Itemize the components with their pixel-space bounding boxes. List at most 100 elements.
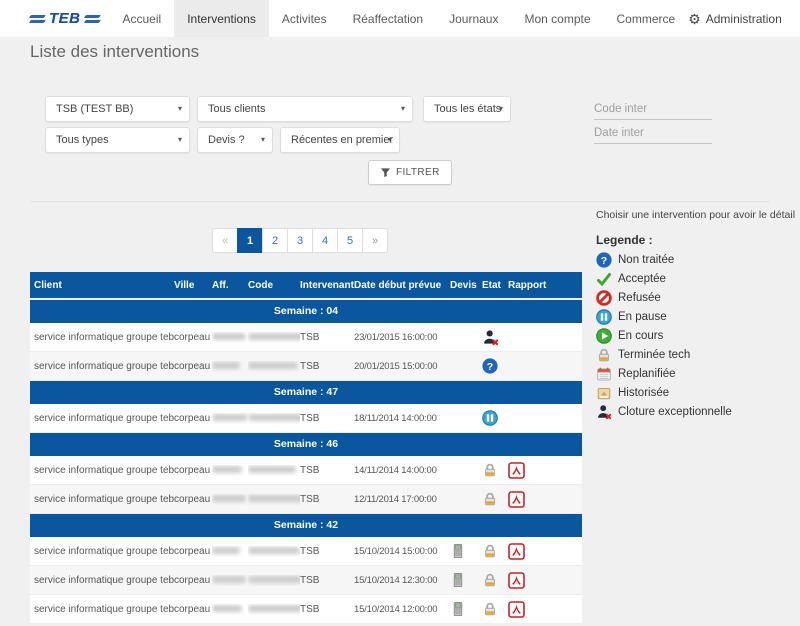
chevron-down-icon: ▾ [387,135,392,144]
col-code: Code [248,279,273,291]
lock-icon [482,543,498,559]
nav-item-administration[interactable]: ⚙ Administration [688,12,782,26]
code-inter-input[interactable] [594,98,712,120]
nav-item-mon-compte[interactable]: Mon compte [524,11,591,26]
table-row[interactable]: service informatique groupe teb corpeau TS… [30,456,582,485]
svg-text:?: ? [487,361,493,373]
redacted-text [212,547,240,555]
redacted-text [212,495,246,503]
pdf-icon [508,542,525,560]
legend-item: ? Non traitée [596,250,800,269]
devis-select[interactable]: Devis ? ▾ [197,127,273,153]
redacted-text [212,333,246,341]
redacted-text [212,605,242,613]
cell-rapport [508,600,582,618]
cell-ville: corpeau [174,331,211,343]
nav-item-activites[interactable]: Activites [281,11,327,26]
cell-aff [212,575,248,586]
cell-aff [212,494,248,505]
states-select[interactable]: Tous les états ▾ [423,96,511,122]
legend-label: En cours [618,329,664,342]
top-navbar: TEB Accueil Interventions Activites Réaf… [0,0,800,37]
agency-select[interactable]: TSB (TEST BB) ▾ [45,96,190,122]
filter-button[interactable]: FILTRER [368,160,452,185]
cell-intervenant: TSB [300,360,320,372]
pagination-page-5[interactable]: 5 [337,228,363,253]
week-header: Semaine : 47 [30,381,582,404]
cell-etat [482,462,508,478]
table-row[interactable]: service informatique groupe teb corpeau TS… [30,566,582,595]
cell-date: 14/11/2014 14:00:00 [354,464,437,476]
pause-icon [596,308,612,325]
cell-date: 12/11/2014 17:00:00 [354,493,437,505]
cell-date: 18/11/2014 14:00:00 [354,412,437,424]
cell-code [248,413,300,424]
chevron-down-icon: ▾ [260,135,265,144]
cell-etat: ? [482,358,508,374]
redacted-text [212,466,242,474]
legend-item: Refusée [596,288,800,307]
legend-label: Terminée tech [618,348,691,361]
sort-select[interactable]: Récentes en premier ▾ [280,127,400,153]
cell-code [248,361,300,372]
main-nav: Accueil Interventions Activites Réaffect… [110,0,689,37]
legend-item: Cloture exceptionnelle [596,402,800,421]
table-row[interactable]: service informatique groupe teb corpeau TS… [30,404,582,433]
legend-item: Acceptée [596,269,800,288]
lock-icon [482,491,498,507]
pagination-page-2[interactable]: 2 [262,228,288,253]
cell-client: service informatique groupe teb [34,545,174,557]
logo[interactable]: TEB [29,0,101,37]
date-inter-input[interactable] [594,122,712,144]
gear-icon: ⚙ [688,10,701,27]
pdf-icon [508,490,525,508]
cell-client: service informatique groupe teb [34,360,174,372]
table-row[interactable]: service informatique groupe teb corpeau TS… [30,352,582,381]
table-row[interactable]: service informatique groupe teb corpeau TS… [30,595,582,624]
table-row[interactable]: service informatique groupe teb corpeau TS… [30,323,582,352]
col-client: Client [34,279,62,291]
week-header: Semaine : 46 [30,433,582,456]
redacted-text [248,576,300,584]
logo-text: TEB [49,10,81,27]
pagination-page-1[interactable]: 1 [237,228,263,253]
nav-item-commerce[interactable]: Commerce [616,11,676,26]
pdf-icon [508,600,525,618]
nav-item-reaffectation[interactable]: Réaffectation [352,11,424,26]
nav-item-interventions[interactable]: Interventions [174,0,269,37]
results-table-body: Semaine : 04 service informatique groupe … [30,300,582,624]
legend-label: Refusée [618,291,661,304]
cell-client: service informatique groupe teb [34,574,174,586]
pagination-page-4[interactable]: 4 [312,228,338,253]
detail-hint: Choisir une intervention pour avoir le d… [596,209,796,221]
pagination-page-3[interactable]: 3 [287,228,313,253]
filter-icon [380,167,391,178]
nav-item-journaux[interactable]: Journaux [449,11,499,26]
devis-select-value: Devis ? [208,134,245,146]
table-row[interactable]: service informatique groupe teb corpeau TS… [30,537,582,566]
legend-title: Legende : [596,233,653,247]
week-header: Semaine : 42 [30,514,582,537]
cell-etat [482,491,508,507]
cell-intervenant: TSB [300,603,320,615]
week-header: Semaine : 04 [30,300,582,323]
col-aff: Aff. [212,279,229,291]
redacted-text [248,605,300,613]
cell-devis [450,543,482,559]
redacted-text [248,414,300,422]
cell-client: service informatique groupe teb [34,493,174,505]
cell-client: service informatique groupe teb [34,331,174,343]
pagination-prev[interactable]: « [212,228,238,253]
cell-intervenant: TSB [300,574,320,586]
table-row[interactable]: service informatique groupe teb corpeau TS… [30,485,582,514]
cell-client: service informatique groupe teb [34,603,174,615]
pagination-next[interactable]: » [362,228,388,253]
cell-etat [482,410,508,426]
clients-select[interactable]: Tous clients ▾ [197,96,413,122]
col-devis: Devis [450,279,477,291]
types-select[interactable]: Tous types ▾ [45,127,190,153]
cell-aff [212,361,248,372]
lock-icon [482,572,498,588]
nav-item-accueil[interactable]: Accueil [122,11,162,26]
pause-icon [482,410,498,426]
